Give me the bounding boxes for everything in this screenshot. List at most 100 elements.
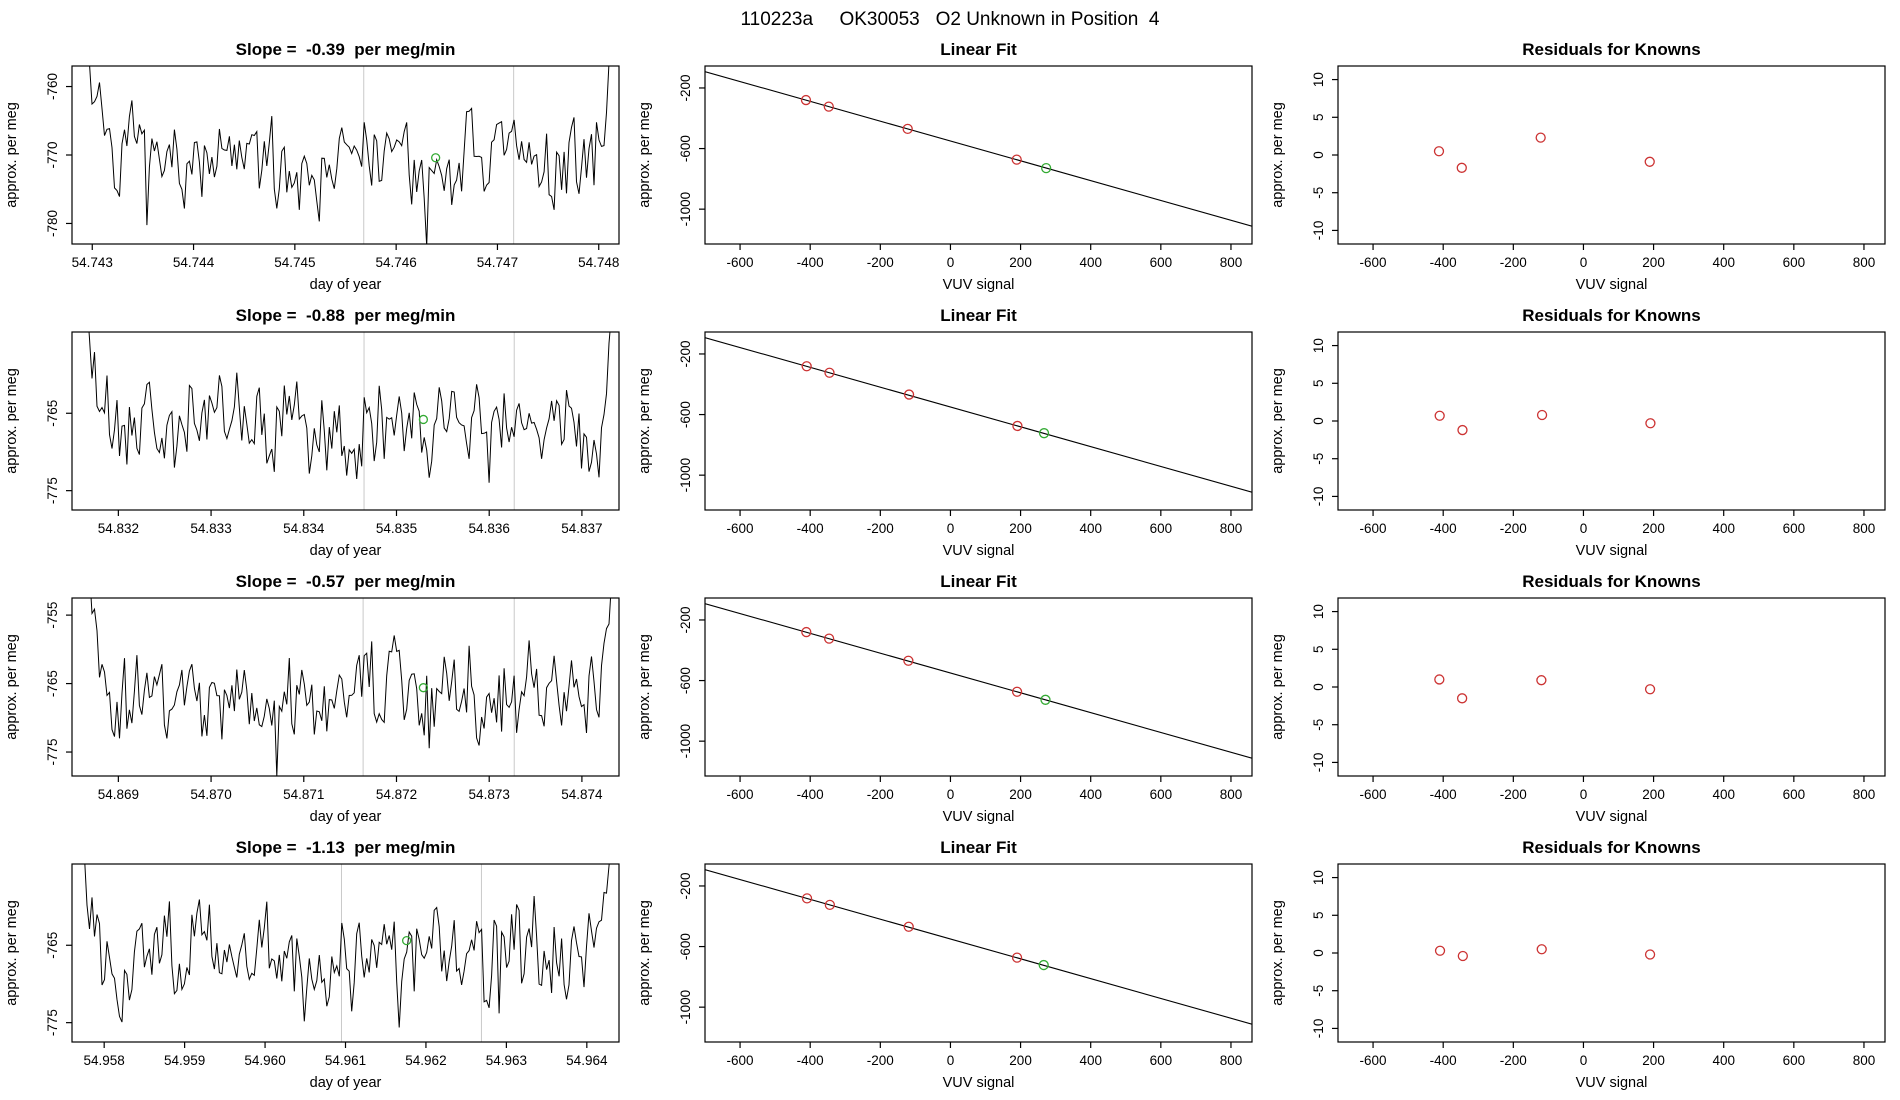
y-tick-label: 10 (1311, 72, 1326, 87)
y-axis-label: approx. per meg (4, 634, 20, 740)
linear_fit-svg-row4: Linear Fit -600 -400 -200 0 200 400 600 800 -1000… (637, 838, 1253, 1091)
plot-title: Linear Fit (940, 306, 1017, 325)
x-axis-label: VUV signal (943, 543, 1015, 559)
y-tick-label: -755 (45, 602, 60, 629)
y-tick-label: -10 (1311, 1019, 1326, 1039)
highlight-point (401, 935, 412, 946)
known-point (1434, 410, 1445, 421)
x-tick-label: 600 (1150, 787, 1173, 802)
x-tick-label: -600 (1360, 521, 1387, 536)
known-point (1457, 950, 1468, 962)
known-point (800, 94, 812, 106)
y-axis-label: approx. per meg (4, 102, 20, 208)
residuals-svg-row1: Residuals for Knowns -600 -400 -200 0 200 400 6… (1270, 40, 1886, 293)
residuals-svg-row3: Residuals for Knowns -600 -400 -200 0 200 400 6… (1270, 572, 1886, 825)
y-tick-label: 5 (1311, 646, 1326, 654)
plot-box (71, 331, 620, 511)
x-tick-label: 54.874 (561, 787, 603, 802)
x-tick-label: 54.748 (578, 255, 619, 270)
x-tick-label: 54.746 (375, 255, 416, 270)
y-tick-label: -1000 (678, 724, 693, 759)
x-tick-label: 200 (1642, 255, 1665, 270)
x-tick-label: 54.837 (561, 521, 602, 536)
x-axis-label: VUV signal (943, 277, 1015, 293)
x-tick-label: 400 (1079, 521, 1102, 536)
y-axis-label: approx. per meg (637, 900, 653, 1006)
known-point (1535, 132, 1546, 143)
known-point (823, 101, 834, 112)
known-point (824, 899, 835, 911)
known-point (1456, 693, 1468, 704)
x-tick-label: 54.836 (469, 521, 510, 536)
unknown-point (1041, 162, 1052, 174)
y-tick-label: -5 (1311, 453, 1326, 465)
known-point (1536, 409, 1548, 421)
x-tick-label: 400 (1079, 787, 1102, 802)
y-tick-label: 5 (1311, 380, 1326, 388)
y-axis-label: approx. per meg (1270, 900, 1286, 1006)
x-tick-label: -200 (867, 1053, 894, 1068)
x-tick-label: -400 (1430, 787, 1457, 802)
y-tick-label: 0 (1311, 151, 1326, 159)
y-tick-label: -600 (678, 135, 693, 162)
known-point (1011, 952, 1023, 963)
linear_fit-svg-row1: Linear Fit -600 -400 -200 0 200 400 600 800 -1000… (637, 40, 1253, 293)
y-tick-label: -10 (1311, 753, 1326, 773)
y-tick-label: -1000 (678, 458, 693, 493)
plot-title: Linear Fit (940, 838, 1017, 857)
plot-title: Slope = -0.39 per meg/min (236, 40, 456, 59)
x-axis-label: day of year (310, 809, 382, 825)
known-point (1536, 675, 1547, 686)
x-tick-label: 0 (1580, 787, 1588, 802)
y-tick-label: -200 (678, 872, 693, 899)
unknown-point (1040, 694, 1051, 705)
highlight-point (431, 153, 441, 163)
fit-line (705, 869, 1252, 1025)
y-tick-label: -5 (1311, 985, 1326, 997)
x-tick-label: -200 (867, 521, 894, 536)
x-tick-label: 54.872 (376, 787, 417, 802)
x-tick-label: 54.958 (84, 1053, 125, 1068)
x-tick-label: 0 (947, 521, 955, 536)
residuals-plot-row4: Residuals for Knowns -600 -400 -200 0 200 400 6… (1266, 834, 1899, 1100)
timeseries-svg-row1: Slope = -0.39 per meg/min 54.743 54.744 54.… (4, 40, 620, 293)
fit-line (705, 71, 1252, 227)
y-tick-label: -1000 (678, 192, 693, 227)
fit-line (705, 337, 1252, 493)
series-line (84, 864, 610, 1028)
series-line (90, 598, 612, 776)
x-tick-label: 800 (1853, 1053, 1876, 1068)
x-tick-label: 600 (1783, 255, 1806, 270)
x-tick-label: 54.963 (486, 1053, 527, 1068)
y-tick-label: -1000 (678, 990, 693, 1025)
y-tick-label: -775 (45, 1009, 60, 1036)
x-tick-label: 54.832 (98, 521, 139, 536)
x-tick-label: 54.959 (164, 1053, 205, 1068)
x-tick-label: -400 (1430, 1053, 1457, 1068)
y-tick-label: 5 (1311, 114, 1326, 122)
x-tick-label: 600 (1150, 255, 1173, 270)
x-tick-label: 54.833 (190, 521, 231, 536)
unknown-point (1038, 428, 1050, 439)
x-tick-label: 800 (1220, 1053, 1243, 1068)
known-point (903, 921, 914, 932)
x-tick-label: 200 (1009, 255, 1032, 270)
x-tick-label: -600 (1360, 1053, 1387, 1068)
y-axis-label: approx. per meg (637, 634, 653, 740)
known-point (801, 626, 812, 638)
plot-box (704, 331, 1253, 511)
y-tick-label: -600 (678, 667, 693, 694)
known-point (1434, 674, 1445, 685)
x-axis-label: day of year (310, 543, 382, 559)
x-tick-label: 0 (1580, 521, 1588, 536)
known-point (1433, 146, 1445, 157)
y-axis-label: approx. per meg (1270, 102, 1286, 208)
known-point (1644, 156, 1655, 167)
x-axis-label: VUV signal (943, 809, 1015, 825)
known-point (1011, 154, 1022, 165)
y-tick-label: -765 (45, 400, 60, 427)
y-tick-label: -200 (678, 74, 693, 101)
x-tick-label: 600 (1783, 1053, 1806, 1068)
x-tick-label: 400 (1712, 521, 1735, 536)
highlight-point (418, 414, 429, 425)
